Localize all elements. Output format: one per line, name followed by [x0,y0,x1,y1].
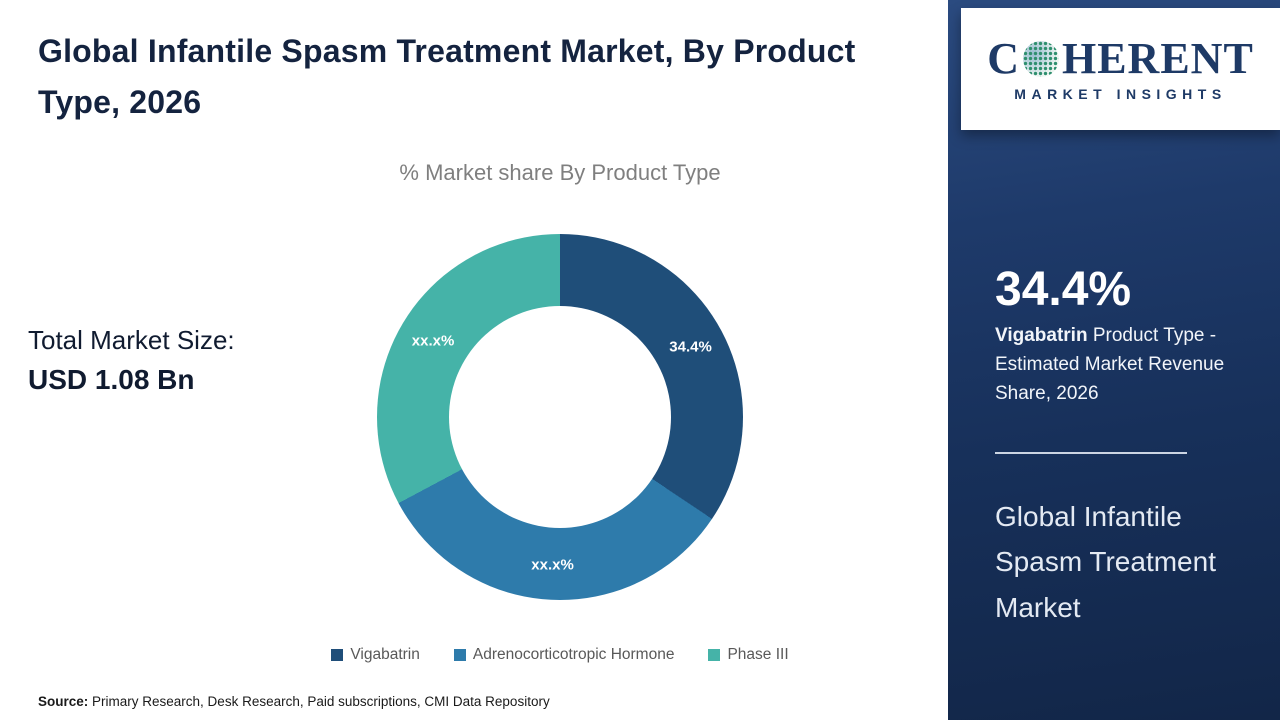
sidebar-divider [995,452,1187,454]
legend-item: Adrenocorticotropic Hormone [453,646,675,664]
brand-name-rest: HERENT [1061,33,1254,83]
market-size-value: USD 1.08 Bn [28,364,195,395]
legend-label: Vigabatrin [350,646,420,663]
globe-icon [1022,40,1059,77]
legend-swatch [453,649,466,661]
legend-label: Adrenocorticotropic Hormone [472,646,675,663]
brand-name: C HERENT [987,33,1254,83]
brand-name-first: C [987,33,1020,83]
total-market-size: Total Market Size: USD 1.08 Bn [28,325,235,396]
sidebar-market-name: Global Infantile Spasm Treatment Market [995,501,1216,623]
stat-value: 34.4% [995,263,1132,316]
legend-label: Phase III [727,646,789,663]
legend-swatch [331,649,344,661]
brand-tagline: MARKET INSIGHTS [1014,85,1227,102]
stat-description-bold: Vigabatrin [995,325,1088,346]
source-note: Source: Primary Research, Desk Research,… [38,694,550,709]
page-title: Global Infantile Spasm Treatment Market,… [38,33,856,121]
source-label: Source: [38,694,89,709]
source-text: Primary Research, Desk Research, Paid su… [92,694,550,709]
slice-label: 34.4% [669,338,712,356]
brand-logo: C HERENT MARKET INSIGHTS [961,8,1280,130]
donut-chart: 34.4% xx.x% xx.x% [377,234,743,600]
slice-label: xx.x% [411,332,455,350]
donut-hole [449,306,671,528]
stat-description-rest: Product Type - Estimated Market Revenue … [995,325,1225,404]
legend-swatch [708,649,721,661]
chart-legend: Vigabatrin Adrenocorticotropic Hormone Pha… [0,646,1120,664]
market-size-label: Total Market Size: [28,325,235,355]
chart-subtitle: % Market share By Product Type [399,160,721,185]
slice-label: xx.x% [531,556,574,574]
legend-item: Vigabatrin [331,646,420,664]
legend-item: Phase III [708,646,789,664]
stat-description: Vigabatrin Product Type - Estimated Mark… [995,322,1245,409]
